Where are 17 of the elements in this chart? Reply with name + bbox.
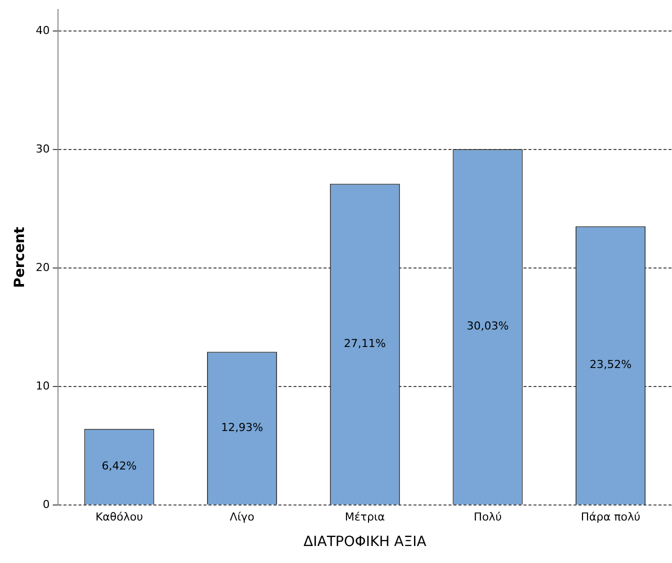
y-tick-label: 0 bbox=[42, 498, 50, 511]
y-tick-label: 10 bbox=[36, 379, 50, 392]
x-tick-label: Λίγο bbox=[230, 510, 255, 524]
data-label: 6,42% bbox=[102, 460, 137, 473]
data-label: 30,03% bbox=[466, 320, 509, 333]
x-tick-label: Καθόλου bbox=[95, 510, 143, 524]
y-tick-label: 20 bbox=[36, 260, 50, 274]
x-tick-label: Πολύ bbox=[474, 510, 502, 524]
data-label: 12,93% bbox=[221, 420, 264, 434]
x-axis-title: ΔΙΑΤΡΟΦΙΚΗ ΑΞΙΑ bbox=[304, 534, 427, 550]
y-tick-label: 30 bbox=[36, 142, 50, 156]
data-label: 27,11% bbox=[344, 336, 386, 350]
x-tick-label: Πάρα πολύ bbox=[580, 510, 640, 524]
data-label: 23,52% bbox=[590, 358, 632, 372]
y-axis-title: Percent bbox=[12, 226, 28, 288]
y-tick-label: 40 bbox=[36, 24, 50, 37]
x-tick-label: Μέτρια bbox=[344, 510, 385, 524]
